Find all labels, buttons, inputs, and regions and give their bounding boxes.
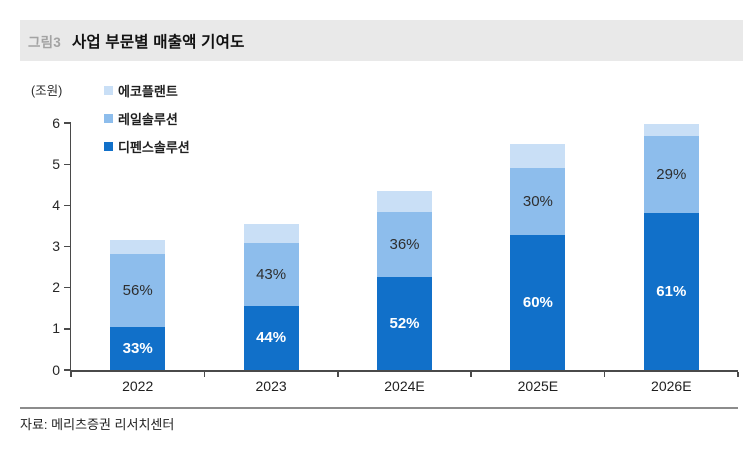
legend-label: 디펜스솔루션 (118, 139, 190, 155)
bar-segment (243, 223, 299, 244)
x-axis-category-label: 2023 (255, 378, 287, 394)
y-axis-tick-label: 4 (52, 196, 60, 213)
y-axis-tick (63, 369, 70, 371)
bar-segment (377, 190, 432, 213)
legend-swatch-icon (104, 141, 113, 151)
bar-segment-percent-label: 30% (522, 193, 553, 211)
legend-item: 레일솔루션 (104, 110, 190, 127)
figure-number-label: 그림3 (28, 34, 61, 50)
bar-segment: 52% (377, 277, 432, 370)
y-axis-tick-label: 5 (52, 155, 60, 172)
x-axis-tick (470, 371, 472, 377)
y-axis-unit-label: (조원) (31, 84, 63, 98)
bar-segment-percent-label: 61% (656, 283, 687, 301)
x-axis-tick (603, 371, 606, 377)
y-axis-tick-label: 6 (52, 114, 60, 131)
bar-segment: 44% (243, 305, 299, 370)
bar-segment (510, 144, 566, 168)
x-axis-category-label: 2024E (384, 378, 425, 394)
source-divider (20, 407, 738, 409)
y-axis-tick (63, 245, 70, 248)
bar-segment-percent-label: 36% (389, 236, 420, 254)
bar-segment (643, 123, 699, 137)
y-axis-tick (63, 163, 70, 165)
legend-item: 에코플랜트 (104, 82, 190, 99)
bar-segment-percent-label: 44% (256, 329, 287, 347)
figure-title: 사업 부문별 매출액 기여도 (71, 33, 245, 51)
x-axis-category-label: 2026E (651, 378, 692, 394)
x-axis-line (69, 370, 738, 372)
bar-segment-percent-label: 43% (256, 266, 287, 284)
source-text: 자료: 메리츠증권 리서치센터 (20, 417, 175, 432)
bar-segment: 29% (643, 136, 699, 214)
bar-segment (110, 240, 166, 255)
legend-label: 에코플랜트 (118, 83, 178, 99)
y-axis-tick (63, 204, 70, 207)
bar-segment: 60% (510, 235, 566, 370)
x-axis-tick (337, 371, 339, 377)
x-axis-tick (737, 371, 739, 377)
bar-segment: 33% (110, 326, 166, 370)
legend-item: 디펜스솔루션 (104, 138, 190, 155)
figure-header: 그림3 사업 부문별 매출액 기여도 (20, 20, 743, 61)
y-axis-tick (63, 122, 70, 124)
legend-label: 레일솔루션 (118, 111, 178, 127)
y-axis-tick (63, 328, 70, 330)
y-axis-line (69, 122, 71, 372)
bar-segment: 30% (510, 167, 566, 236)
x-axis-tick (70, 371, 72, 377)
legend-swatch-icon (104, 85, 113, 95)
bar-segment: 36% (377, 212, 432, 278)
bar-segment: 61% (643, 213, 699, 370)
y-axis-tick (63, 286, 70, 289)
y-axis-tick-label: 0 (52, 361, 60, 378)
y-axis-tick-label: 3 (52, 238, 60, 255)
bar-segment-percent-label: 29% (656, 166, 687, 184)
bar-segment: 43% (243, 243, 299, 306)
x-axis-category-label: 2025E (517, 378, 559, 394)
bar-segment-percent-label: 56% (122, 282, 153, 300)
bar-segment: 56% (110, 254, 166, 327)
bar-segment-percent-label: 52% (389, 315, 420, 333)
y-axis-tick-label: 2 (52, 279, 60, 296)
x-axis-category-label: 2022 (122, 378, 154, 394)
legend-swatch-icon (104, 113, 113, 123)
bar-segment-percent-label: 33% (122, 339, 153, 357)
bar-segment-percent-label: 60% (522, 294, 553, 312)
y-axis-tick-label: 1 (52, 320, 60, 337)
x-axis-tick (203, 371, 206, 377)
